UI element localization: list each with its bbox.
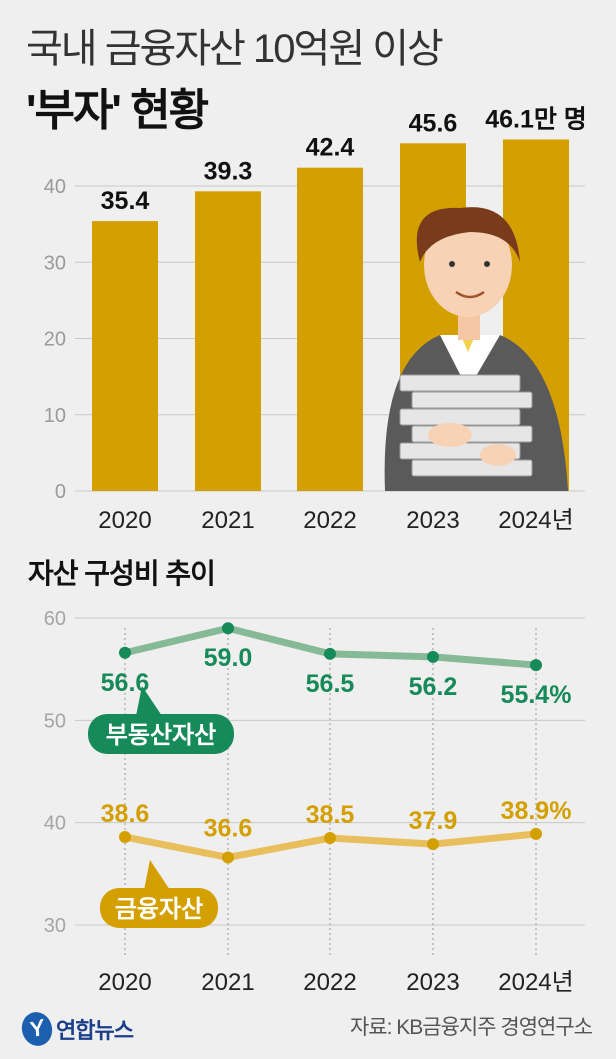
bar-2022 bbox=[297, 167, 363, 491]
source-text: 자료: KB금융지주 경영연구소 bbox=[349, 1016, 593, 1039]
eye-icon bbox=[449, 261, 455, 267]
legend-financial-label: 금융자산 bbox=[115, 896, 203, 923]
line-value-label: 38.9% bbox=[501, 797, 572, 825]
legend-financial-tail bbox=[144, 860, 170, 890]
bar-xtick-label: 2020 bbox=[98, 507, 151, 534]
bar-value-label: 42.4 bbox=[306, 134, 355, 162]
data-point bbox=[530, 827, 542, 840]
bar-ytick-label: 20 bbox=[44, 329, 66, 351]
shirt-icon bbox=[440, 335, 500, 390]
section2-title: 자산 구성비 추이 bbox=[28, 558, 216, 589]
line-value-label: 59.0 bbox=[204, 644, 253, 672]
bar-2020 bbox=[92, 221, 158, 491]
line-ytick-label: 50 bbox=[44, 710, 66, 732]
title-line2: '부자' 현황 bbox=[26, 86, 209, 135]
rich-man-illustration bbox=[384, 207, 568, 491]
bar-ytick-label: 0 bbox=[55, 481, 66, 503]
line-xtick-label: 2022 bbox=[303, 969, 356, 996]
bar-value-label: 45.6 bbox=[409, 109, 458, 137]
data-point bbox=[427, 838, 439, 851]
line-value-label: 36.6 bbox=[204, 814, 253, 842]
data-point bbox=[222, 851, 234, 864]
bar-2021 bbox=[195, 191, 261, 491]
eye-icon bbox=[484, 261, 490, 267]
line-value-label: 55.4% bbox=[501, 681, 572, 709]
line-xtick-label: 2023 bbox=[406, 969, 459, 996]
logo-text: 연합뉴스 bbox=[56, 1018, 134, 1043]
bar-xtick-label: 2024년 bbox=[498, 507, 573, 534]
bar-value-label: 46.1만 명 bbox=[485, 105, 587, 133]
line-value-label: 38.6 bbox=[101, 800, 150, 828]
money-stack-icon bbox=[399, 374, 521, 392]
data-point bbox=[427, 650, 439, 663]
data-point bbox=[119, 646, 131, 659]
bar-ytick-label: 30 bbox=[44, 252, 66, 274]
face-icon bbox=[424, 213, 512, 317]
line-xtick-label: 2021 bbox=[201, 969, 254, 996]
line-xtick-label: 2020 bbox=[98, 969, 151, 996]
data-point bbox=[324, 832, 336, 845]
line-value-label: 56.5 bbox=[306, 670, 355, 698]
bar-ytick-label: 40 bbox=[44, 176, 66, 198]
data-point bbox=[324, 647, 336, 660]
money-stack-icon bbox=[399, 408, 521, 426]
data-point bbox=[119, 830, 131, 843]
money-stack-icon bbox=[411, 391, 533, 409]
logo-mark-icon: Y bbox=[18, 1008, 56, 1050]
bar-value-label: 39.3 bbox=[204, 157, 253, 185]
bar-xtick-label: 2022 bbox=[303, 507, 356, 534]
line-ytick-label: 60 bbox=[44, 608, 66, 630]
line-ytick-label: 30 bbox=[44, 915, 66, 937]
line-value-label: 56.6 bbox=[101, 669, 150, 697]
data-point bbox=[222, 622, 234, 635]
line-xtick-label: 2024년 bbox=[498, 969, 573, 996]
hair-icon bbox=[416, 207, 520, 262]
data-point bbox=[530, 659, 542, 672]
yonhap-logo: Y 연합뉴스 bbox=[18, 1008, 134, 1050]
hand-icon bbox=[480, 444, 516, 466]
bar-xtick-label: 2023 bbox=[406, 507, 459, 534]
legend-real-estate-tail bbox=[136, 686, 162, 716]
line-ytick-label: 40 bbox=[44, 813, 66, 835]
line-value-label: 56.2 bbox=[409, 673, 458, 701]
bar-ytick-label: 10 bbox=[44, 405, 66, 427]
legend-real-estate bbox=[88, 714, 234, 754]
legend-financial bbox=[100, 888, 218, 928]
hand-icon bbox=[428, 423, 472, 447]
line-value-label: 38.5 bbox=[306, 801, 355, 829]
tie-icon bbox=[462, 338, 474, 352]
money-stack-icon bbox=[411, 459, 533, 477]
title-line1: 국내 금융자산 10억원 이상 bbox=[26, 27, 444, 71]
legend-real-estate-label: 부동산자산 bbox=[106, 722, 216, 749]
line-value-label: 37.9 bbox=[409, 807, 458, 835]
smile-icon bbox=[455, 290, 485, 299]
bar-value-label: 35.4 bbox=[101, 187, 150, 215]
bar-xtick-label: 2021 bbox=[201, 507, 254, 534]
